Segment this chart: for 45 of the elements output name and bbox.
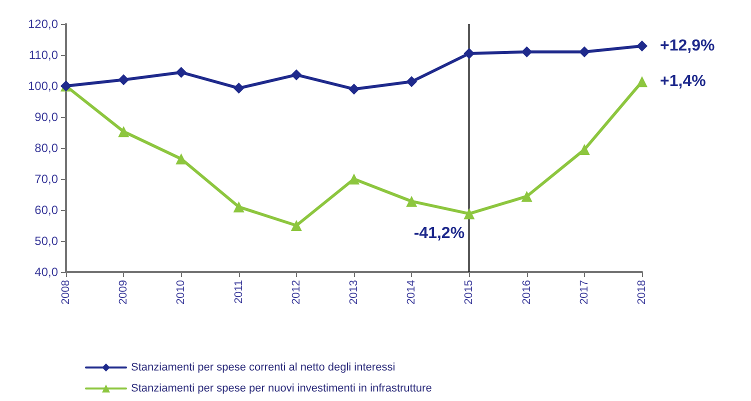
- x-tick-label: 2017: [578, 280, 590, 304]
- annotation: +1,4%: [660, 73, 706, 90]
- x-tick-label: 2012: [290, 280, 302, 304]
- annotation: +12,9%: [660, 38, 715, 55]
- x-tick-label: 2010: [175, 280, 188, 304]
- point: [406, 76, 418, 88]
- y-tick-label: 60,0: [34, 203, 58, 217]
- y-tick-label: 120,0: [28, 17, 58, 31]
- y-tick-label: 80,0: [34, 141, 58, 155]
- y-tick-label: 110,0: [28, 48, 58, 62]
- point: [636, 40, 648, 52]
- x-tick-label: 2018: [636, 280, 648, 304]
- point: [233, 82, 244, 94]
- point: [290, 69, 302, 80]
- x-tick-label: 2016: [520, 280, 533, 304]
- y-tick-label: 40,0: [34, 265, 58, 279]
- point: [290, 220, 302, 231]
- y-tick-label: 100,0: [28, 79, 58, 93]
- point: [176, 66, 187, 78]
- point: [521, 190, 532, 202]
- y-tick-label: 50,0: [34, 234, 58, 248]
- legend-label: Stanziamenti per spese correnti al netto degli interessi: [131, 362, 396, 374]
- annotation: -41,2%: [414, 225, 465, 242]
- y-tick-label: 70,0: [34, 172, 58, 186]
- x-tick-label: 2008: [60, 280, 72, 304]
- point: [464, 208, 475, 220]
- x-tick-label: 2014: [406, 280, 418, 304]
- legend-label: Stanziamenti per spese per nuovi investimenti in infrastrutture: [131, 382, 432, 394]
- x-tick-label: 2009: [118, 280, 130, 304]
- point: [348, 174, 360, 184]
- point: [636, 76, 648, 88]
- point: [118, 74, 130, 86]
- point: [233, 201, 244, 212]
- x-tick-label: 2011: [232, 280, 245, 304]
- point: [118, 126, 130, 138]
- point: [521, 46, 532, 58]
- point: [176, 153, 187, 164]
- point: [348, 84, 360, 95]
- y-tick-label: 90,0: [34, 110, 58, 124]
- x-tick-label: 2015: [463, 280, 476, 304]
- point: [578, 144, 590, 156]
- point: [464, 48, 475, 59]
- point: [406, 196, 418, 207]
- x-tick-label: 2013: [348, 280, 360, 304]
- point: [578, 46, 590, 58]
